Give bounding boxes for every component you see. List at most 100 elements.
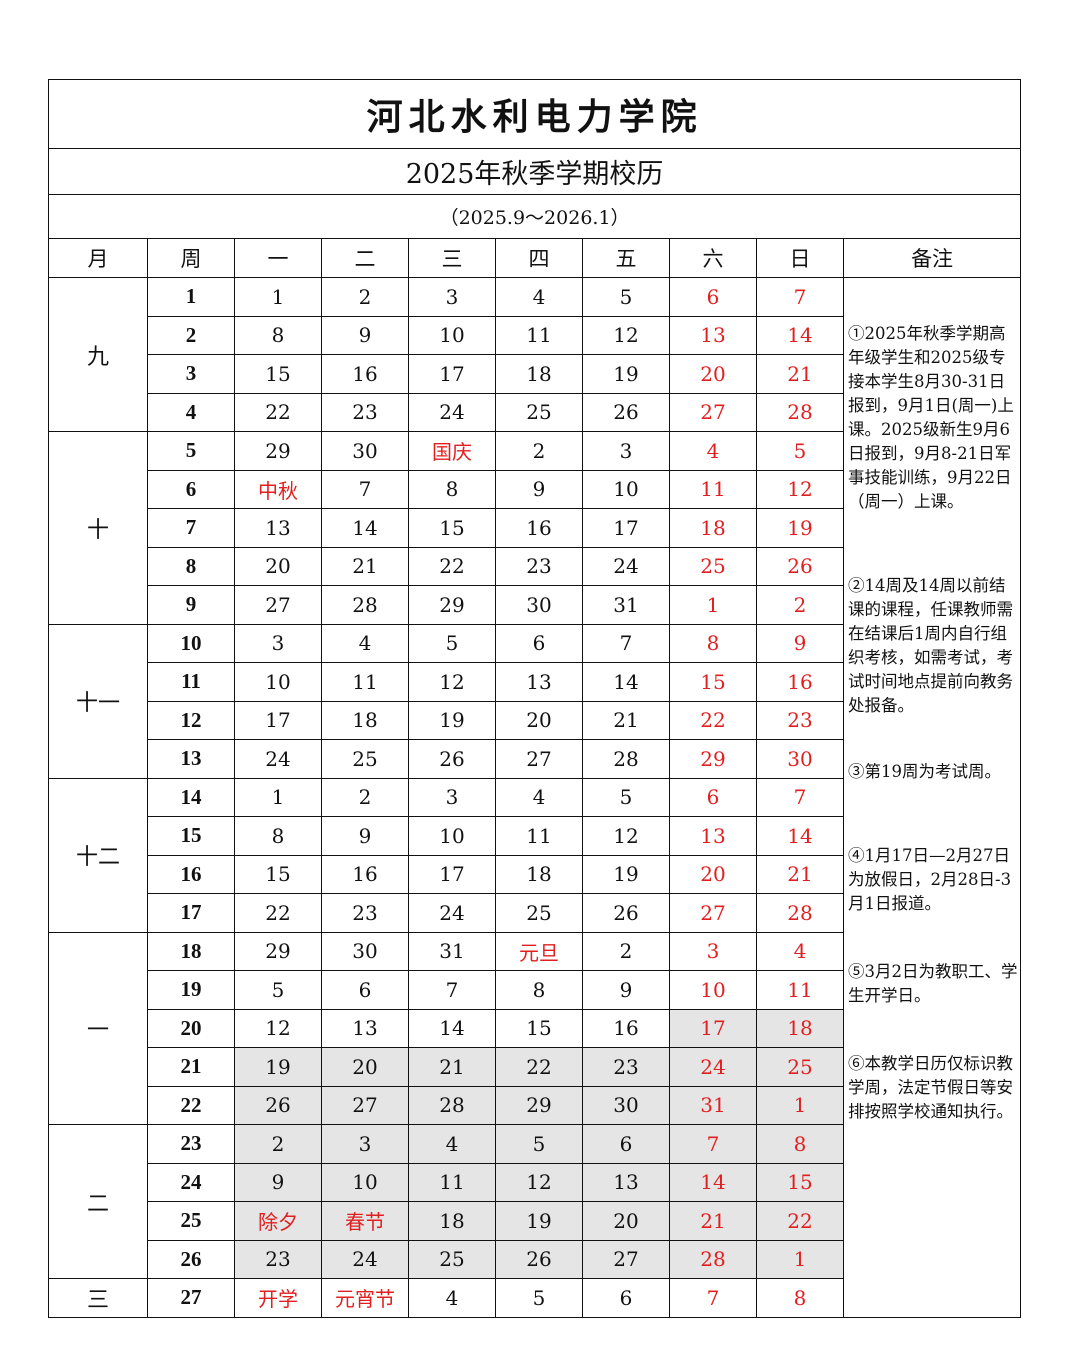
day-cell: 14 (582, 662, 670, 702)
day-cell: 7 (756, 277, 844, 317)
day-cell: 27 (582, 1239, 670, 1279)
day-cell: 3 (408, 777, 496, 817)
day-cell: 12 (756, 469, 844, 509)
header-row: 月 周 一 二 三 四 五 六 日 备注 (48, 238, 1022, 278)
week-row: 6 中秋 7 8 9 10 11 12 (49, 469, 1021, 509)
day-cell: 30 (495, 585, 583, 625)
day-cell: 2 (582, 931, 670, 971)
day-cell: 15 (408, 508, 496, 548)
holiday-cell: 元旦 (495, 931, 583, 971)
day-cell: 11 (495, 816, 583, 856)
day-cell: 5 (234, 970, 322, 1010)
week-row: 12 17 18 19 20 21 22 23 (49, 700, 1021, 740)
day-cell: 7 (408, 970, 496, 1010)
day-cell: 10 (408, 315, 496, 355)
day-cell: 18 (495, 854, 583, 894)
week-number: 5 (147, 431, 235, 471)
header-wed: 三 (408, 238, 496, 278)
day-cell: 31 (408, 931, 496, 971)
day-cell: 15 (756, 1162, 844, 1202)
note-item: ⑥本教学日历仅标识教学周，法定节假日等安排按照学校通知执行。 (848, 1054, 1013, 1121)
day-cell: 28 (756, 893, 844, 933)
day-cell: 24 (669, 1047, 757, 1087)
week-number: 16 (147, 854, 235, 894)
month-cell: 三 (48, 1278, 148, 1318)
day-cell: 12 (234, 1008, 322, 1048)
day-cell: 29 (408, 585, 496, 625)
day-cell: 6 (321, 970, 409, 1010)
day-cell: 16 (321, 854, 409, 894)
notes-cell: ①2025年秋季学期高年级学生和2025级专接本学生8月30-31日报到，9月1… (842, 277, 1022, 1318)
day-cell: 10 (669, 970, 757, 1010)
week-row: 一 18 29 30 31 元旦 2 3 4 (48, 931, 1021, 1125)
day-cell: 8 (495, 970, 583, 1010)
holiday-cell: 中秋 (234, 469, 322, 509)
day-cell: 30 (321, 931, 409, 971)
week-row: 二 23 2 3 4 5 6 7 8 (48, 1124, 1021, 1279)
day-cell: 23 (756, 700, 844, 740)
day-cell: 13 (669, 816, 757, 856)
month-cell: 二 (48, 1124, 148, 1279)
header-tue: 二 (321, 238, 409, 278)
header-notes: 备注 (842, 238, 1022, 278)
day-cell: 4 (669, 431, 757, 471)
week-number: 27 (147, 1278, 235, 1318)
day-cell: 21 (408, 1047, 496, 1087)
day-cell: 26 (495, 1239, 583, 1279)
day-cell: 2 (756, 585, 844, 625)
day-cell: 17 (408, 354, 496, 394)
day-cell: 22 (234, 392, 322, 432)
day-cell: 9 (495, 469, 583, 509)
day-cell: 1 (234, 777, 322, 817)
day-cell: 14 (756, 315, 844, 355)
day-cell: 17 (582, 508, 670, 548)
day-cell: 3 (234, 623, 322, 663)
week-row: 19 5 6 7 8 9 10 11 (49, 970, 1021, 1010)
header-thu: 四 (495, 238, 583, 278)
day-cell: 31 (582, 585, 670, 625)
week-row: 九 1 1 2 3 4 5 6 7 ①2025年秋季学期高年级学生和2025级专接本学生8月30-… (48, 277, 1022, 1318)
day-cell: 22 (669, 700, 757, 740)
day-cell: 26 (234, 1085, 322, 1125)
day-cell: 15 (234, 854, 322, 894)
day-cell: 6 (582, 1278, 670, 1318)
page-subtitle: 2025年秋季学期校历 (47, 148, 1022, 195)
holiday-cell: 开学 (234, 1278, 322, 1318)
week-number: 13 (147, 739, 235, 779)
week-number: 17 (147, 893, 235, 933)
week-row: 3 15 16 17 18 19 20 21 (49, 354, 1021, 394)
day-cell: 26 (582, 392, 670, 432)
week-number: 19 (147, 970, 235, 1010)
day-cell: 5 (582, 277, 670, 317)
day-cell: 1 (234, 277, 322, 317)
day-cell: 7 (321, 469, 409, 509)
day-cell: 15 (669, 662, 757, 702)
week-row: 4 22 23 24 25 26 27 28 (49, 392, 1021, 432)
day-cell: 10 (234, 662, 322, 702)
week-row: 8 20 21 22 23 24 25 26 (49, 546, 1021, 586)
header-sat: 六 (669, 238, 757, 278)
month-cell: 十 (48, 431, 148, 625)
day-cell: 27 (669, 893, 757, 933)
day-cell: 20 (234, 546, 322, 586)
day-cell: 2 (495, 431, 583, 471)
day-cell: 21 (756, 854, 844, 894)
holiday-cell: 元宵节 (321, 1278, 409, 1318)
day-cell: 19 (408, 700, 496, 740)
day-cell: 23 (495, 546, 583, 586)
day-cell: 16 (582, 1008, 670, 1048)
day-cell: 6 (495, 623, 583, 663)
day-cell: 29 (495, 1085, 583, 1125)
day-cell: 4 (756, 931, 844, 971)
week-number: 22 (147, 1085, 235, 1125)
day-cell: 24 (408, 392, 496, 432)
day-cell: 21 (582, 700, 670, 740)
day-cell: 14 (756, 816, 844, 856)
week-number: 6 (147, 469, 235, 509)
week-row: 25 除夕 春节 18 19 20 21 22 (49, 1201, 1021, 1241)
header-mon: 一 (234, 238, 322, 278)
day-cell: 13 (321, 1008, 409, 1048)
month-cell: 十一 (48, 623, 148, 779)
week-row: 2 8 9 10 11 12 13 14 (49, 315, 1021, 355)
week-number: 15 (147, 816, 235, 856)
